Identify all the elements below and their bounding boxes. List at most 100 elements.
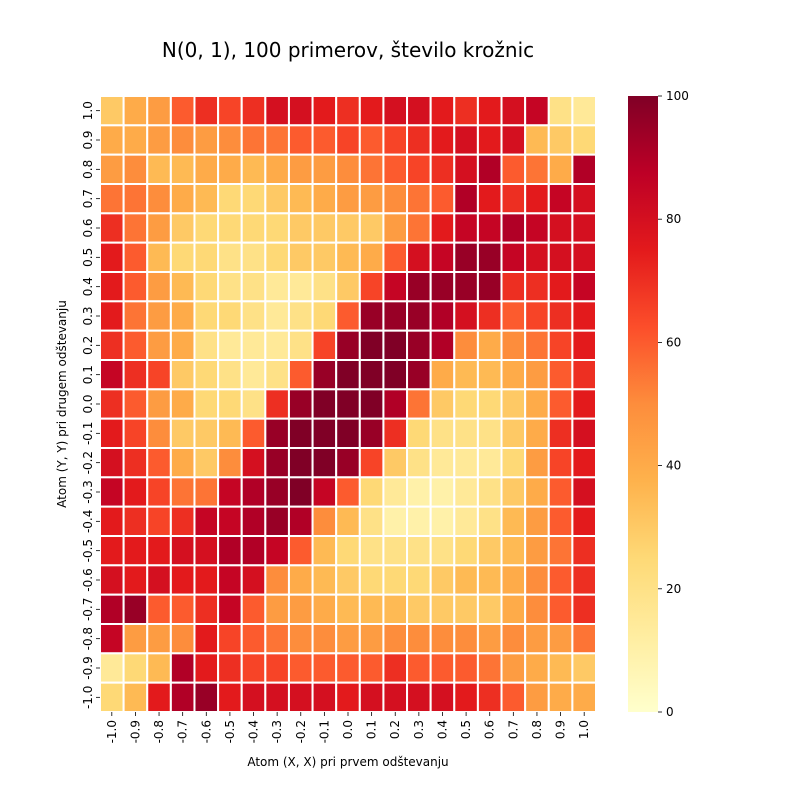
heatmap-cell bbox=[453, 300, 479, 332]
heatmap-cell bbox=[287, 359, 314, 391]
heatmap-cell bbox=[335, 300, 361, 332]
heatmap-cell bbox=[547, 95, 574, 127]
heatmap-cell bbox=[429, 183, 456, 215]
heatmap-cell bbox=[122, 300, 149, 332]
heatmap-cell bbox=[571, 417, 598, 449]
x-tick-label: -1.0 bbox=[105, 720, 119, 743]
heatmap-cell bbox=[240, 388, 267, 420]
heatmap-cell bbox=[453, 153, 479, 186]
heatmap-cell bbox=[217, 183, 243, 215]
heatmap-cell bbox=[122, 124, 149, 156]
heatmap-cell bbox=[99, 300, 125, 332]
heatmap-cell bbox=[335, 388, 361, 420]
heatmap-cell bbox=[476, 359, 503, 391]
heatmap-cell bbox=[122, 623, 149, 655]
heatmap-cell bbox=[358, 623, 385, 655]
x-tick-label: 0.6 bbox=[483, 720, 497, 739]
heatmap-cell bbox=[99, 681, 125, 714]
heatmap-cell bbox=[547, 388, 574, 420]
colorbar-tick-label: 100 bbox=[666, 89, 689, 103]
heatmap-cell bbox=[169, 241, 196, 274]
heatmap-cell bbox=[476, 388, 503, 420]
heatmap-cell bbox=[335, 505, 361, 537]
heatmap-cell bbox=[264, 593, 290, 626]
heatmap-cell bbox=[382, 652, 409, 684]
heatmap-cell bbox=[146, 95, 172, 127]
x-tick-label: 0.5 bbox=[459, 720, 473, 739]
heatmap-cell bbox=[311, 271, 338, 303]
heatmap-cell bbox=[453, 564, 479, 596]
heatmap-cell bbox=[146, 153, 172, 186]
heatmap-cell bbox=[122, 417, 149, 449]
colorbar bbox=[628, 96, 658, 712]
heatmap-cell bbox=[193, 593, 220, 626]
heatmap-cell bbox=[547, 271, 574, 303]
heatmap-cell bbox=[335, 417, 361, 449]
y-tick-label: 0.2 bbox=[81, 336, 95, 355]
heatmap-cell bbox=[476, 476, 503, 508]
y-tick-label: 0.4 bbox=[81, 277, 95, 296]
heatmap-cell bbox=[406, 681, 432, 714]
heatmap-cell bbox=[146, 183, 172, 215]
heatmap-cell bbox=[476, 212, 503, 244]
heatmap-cell bbox=[99, 623, 125, 655]
heatmap-cell bbox=[287, 329, 314, 361]
heatmap-cell bbox=[240, 447, 267, 479]
heatmap-cell bbox=[476, 153, 503, 186]
x-axis-label: Atom (X, X) pri prvem odštevanju bbox=[247, 755, 448, 769]
heatmap-cell bbox=[311, 212, 338, 244]
heatmap-cell bbox=[500, 593, 527, 626]
heatmap-cell bbox=[193, 329, 220, 361]
heatmap-cell bbox=[476, 417, 503, 449]
heatmap-cell bbox=[122, 476, 149, 508]
heatmap-cell bbox=[500, 505, 527, 537]
heatmap-cell bbox=[524, 241, 550, 274]
chart-title: N(0, 1), 100 primerov, število krožnic bbox=[162, 38, 534, 62]
heatmap-cell bbox=[547, 212, 574, 244]
heatmap-cell bbox=[406, 359, 432, 391]
heatmap-cell bbox=[571, 329, 598, 361]
heatmap-cell bbox=[524, 652, 550, 684]
heatmap-cell bbox=[169, 124, 196, 156]
heatmap-cell bbox=[476, 241, 503, 274]
heatmap-cell bbox=[429, 417, 456, 449]
heatmap-cell bbox=[287, 241, 314, 274]
heatmap-cell bbox=[524, 124, 550, 156]
heatmap-cell bbox=[240, 476, 267, 508]
heatmap-cell bbox=[287, 535, 314, 567]
heatmap-cell bbox=[122, 212, 149, 244]
heatmap-cell bbox=[524, 623, 550, 655]
heatmap-cell bbox=[240, 271, 267, 303]
heatmap-cell bbox=[240, 535, 267, 567]
heatmap-cell bbox=[335, 212, 361, 244]
heatmap-cell bbox=[571, 212, 598, 244]
y-tick-label: 0.5 bbox=[81, 248, 95, 267]
heatmap-cell bbox=[406, 417, 432, 449]
heatmap-cell bbox=[240, 564, 267, 596]
heatmap-cell bbox=[524, 183, 550, 215]
heatmap-cell bbox=[311, 505, 338, 537]
heatmap-cell bbox=[500, 476, 527, 508]
heatmap-cell bbox=[264, 535, 290, 567]
heatmap-cell bbox=[500, 183, 527, 215]
heatmap-cell bbox=[146, 476, 172, 508]
heatmap-cell bbox=[193, 623, 220, 655]
heatmap-cell bbox=[193, 271, 220, 303]
heatmap-cell bbox=[287, 300, 314, 332]
heatmap-cell bbox=[193, 153, 220, 186]
heatmap-cell bbox=[99, 329, 125, 361]
heatmap-cell bbox=[358, 652, 385, 684]
heatmap-cell bbox=[571, 564, 598, 596]
heatmap-cell bbox=[264, 329, 290, 361]
heatmap-cell bbox=[453, 476, 479, 508]
heatmap-cell bbox=[311, 417, 338, 449]
heatmap-cell bbox=[146, 535, 172, 567]
heatmap-cell bbox=[264, 241, 290, 274]
heatmap-cell bbox=[382, 183, 409, 215]
heatmap-cell bbox=[217, 564, 243, 596]
y-tick-label: 0.0 bbox=[81, 394, 95, 413]
heatmap-cell bbox=[193, 417, 220, 449]
heatmap-cell bbox=[358, 388, 385, 420]
heatmap-cell bbox=[169, 593, 196, 626]
y-tick-label: 0.8 bbox=[81, 160, 95, 179]
